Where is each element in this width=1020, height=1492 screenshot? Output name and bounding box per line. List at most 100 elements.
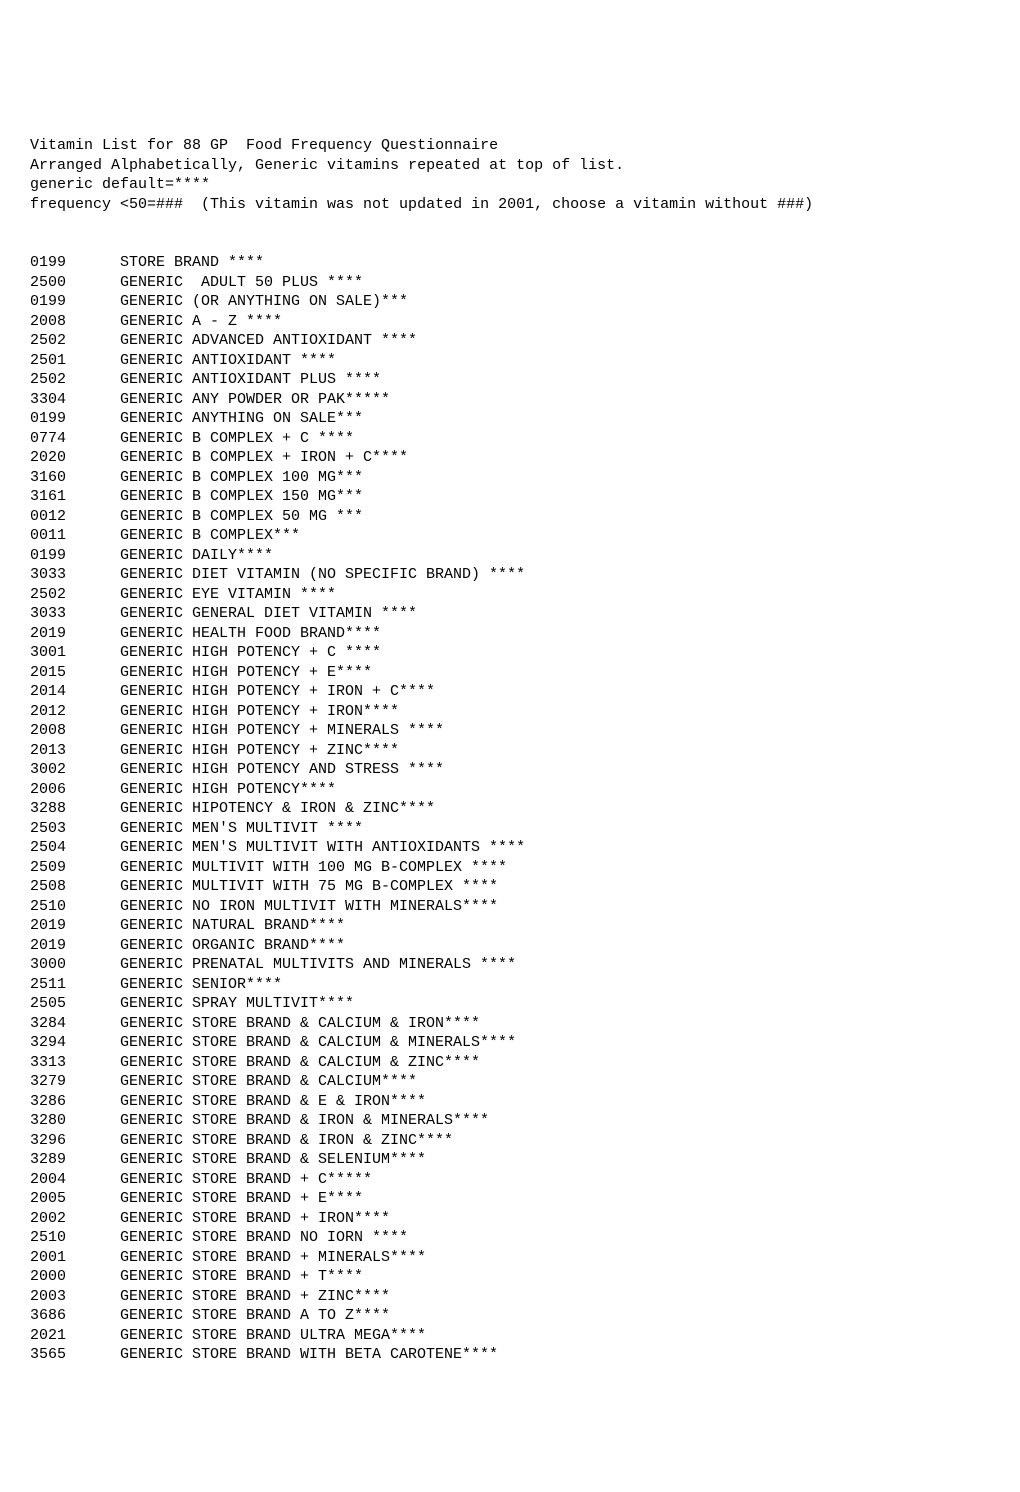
vitamin-code: 2019 — [30, 916, 120, 936]
vitamin-code: 3296 — [30, 1131, 120, 1151]
vitamin-name: GENERIC ANTIOXIDANT PLUS **** — [120, 371, 381, 388]
vitamin-code: 2502 — [30, 331, 120, 351]
vitamin-code: 3161 — [30, 487, 120, 507]
table-row: 0199STORE BRAND **** — [30, 253, 990, 273]
table-row: 3686GENERIC STORE BRAND A TO Z**** — [30, 1306, 990, 1326]
table-row: 2014GENERIC HIGH POTENCY + IRON + C**** — [30, 682, 990, 702]
vitamin-name: GENERIC STORE BRAND & CALCIUM & ZINC**** — [120, 1054, 480, 1071]
vitamin-code: 3686 — [30, 1306, 120, 1326]
vitamin-name: GENERIC B COMPLEX + IRON + C**** — [120, 449, 408, 466]
table-row: 2502GENERIC ADVANCED ANTIOXIDANT **** — [30, 331, 990, 351]
vitamin-name: GENERIC STORE BRAND + T**** — [120, 1268, 363, 1285]
table-row: 2510GENERIC NO IRON MULTIVIT WITH MINERA… — [30, 897, 990, 917]
vitamin-code: 2020 — [30, 448, 120, 468]
vitamin-name: GENERIC STORE BRAND & CALCIUM & IRON**** — [120, 1015, 480, 1032]
vitamin-name: GENERIC B COMPLEX + C **** — [120, 430, 354, 447]
vitamin-code: 2015 — [30, 663, 120, 683]
vitamin-name: GENERIC HIGH POTENCY + E**** — [120, 664, 372, 681]
vitamin-code: 2501 — [30, 351, 120, 371]
vitamin-name: STORE BRAND **** — [120, 254, 264, 271]
vitamin-name: GENERIC STORE BRAND & IRON & ZINC**** — [120, 1132, 453, 1149]
vitamin-code: 3289 — [30, 1150, 120, 1170]
vitamin-code: 3033 — [30, 604, 120, 624]
table-row: 3279GENERIC STORE BRAND & CALCIUM**** — [30, 1072, 990, 1092]
vitamin-name: GENERIC STORE BRAND NO IORN **** — [120, 1229, 408, 1246]
table-row: 2508GENERIC MULTIVIT WITH 75 MG B-COMPLE… — [30, 877, 990, 897]
vitamin-code: 3565 — [30, 1345, 120, 1365]
vitamin-code: 3294 — [30, 1033, 120, 1053]
vitamin-name: GENERIC ANYTHING ON SALE*** — [120, 410, 363, 427]
vitamin-name: GENERIC NO IRON MULTIVIT WITH MINERALS**… — [120, 898, 498, 915]
vitamin-code: 2004 — [30, 1170, 120, 1190]
vitamin-code: 3304 — [30, 390, 120, 410]
vitamin-name: GENERIC ANY POWDER OR PAK***** — [120, 391, 390, 408]
vitamin-code: 0199 — [30, 409, 120, 429]
table-row: 3161GENERIC B COMPLEX 150 MG*** — [30, 487, 990, 507]
vitamin-code: 2012 — [30, 702, 120, 722]
vitamin-code: 2005 — [30, 1189, 120, 1209]
table-row: 3286GENERIC STORE BRAND & E & IRON**** — [30, 1092, 990, 1112]
table-row: 3288GENERIC HIPOTENCY & IRON & ZINC**** — [30, 799, 990, 819]
vitamin-name: GENERIC STORE BRAND + C***** — [120, 1171, 372, 1188]
vitamin-code: 2006 — [30, 780, 120, 800]
vitamin-name: GENERIC STORE BRAND + IRON**** — [120, 1210, 390, 1227]
vitamin-name: GENERIC B COMPLEX 50 MG *** — [120, 508, 363, 525]
table-row: 0012GENERIC B COMPLEX 50 MG *** — [30, 507, 990, 527]
table-row: 0011GENERIC B COMPLEX*** — [30, 526, 990, 546]
vitamin-code: 2509 — [30, 858, 120, 878]
vitamin-code: 2008 — [30, 312, 120, 332]
vitamin-name: GENERIC ANTIOXIDANT **** — [120, 352, 336, 369]
table-row: 2001GENERIC STORE BRAND + MINERALS**** — [30, 1248, 990, 1268]
table-row: 3033GENERIC GENERAL DIET VITAMIN **** — [30, 604, 990, 624]
table-row: 3304GENERIC ANY POWDER OR PAK***** — [30, 390, 990, 410]
vitamin-code: 2000 — [30, 1267, 120, 1287]
table-row: 2003GENERIC STORE BRAND + ZINC**** — [30, 1287, 990, 1307]
table-row: 3565GENERIC STORE BRAND WITH BETA CAROTE… — [30, 1345, 990, 1365]
table-row: 3289GENERIC STORE BRAND & SELENIUM**** — [30, 1150, 990, 1170]
vitamin-code: 2013 — [30, 741, 120, 761]
vitamin-name: GENERIC ADVANCED ANTIOXIDANT **** — [120, 332, 417, 349]
vitamin-code: 0012 — [30, 507, 120, 527]
vitamin-name: GENERIC A - Z **** — [120, 313, 282, 330]
vitamin-name: GENERIC STORE BRAND ULTRA MEGA**** — [120, 1327, 426, 1344]
vitamin-name: GENERIC STORE BRAND + E**** — [120, 1190, 363, 1207]
table-row: 2501GENERIC ANTIOXIDANT **** — [30, 351, 990, 371]
table-row: 2502GENERIC EYE VITAMIN **** — [30, 585, 990, 605]
table-row: 3313GENERIC STORE BRAND & CALCIUM & ZINC… — [30, 1053, 990, 1073]
vitamin-name: GENERIC HEALTH FOOD BRAND**** — [120, 625, 381, 642]
table-row: 2008GENERIC HIGH POTENCY + MINERALS **** — [30, 721, 990, 741]
vitamin-code: 2002 — [30, 1209, 120, 1229]
vitamin-name: GENERIC EYE VITAMIN **** — [120, 586, 336, 603]
table-row: 2511GENERIC SENIOR**** — [30, 975, 990, 995]
table-row: 3033GENERIC DIET VITAMIN (NO SPECIFIC BR… — [30, 565, 990, 585]
vitamin-name: GENERIC PRENATAL MULTIVITS AND MINERALS … — [120, 956, 516, 973]
vitamin-code: 2500 — [30, 273, 120, 293]
vitamin-name: GENERIC STORE BRAND + ZINC**** — [120, 1288, 390, 1305]
vitamin-code: 0011 — [30, 526, 120, 546]
vitamin-code: 3000 — [30, 955, 120, 975]
vitamin-name: GENERIC STORE BRAND & CALCIUM & MINERALS… — [120, 1034, 516, 1051]
table-row: 3280GENERIC STORE BRAND & IRON & MINERAL… — [30, 1111, 990, 1131]
vitamin-name: GENERIC SENIOR**** — [120, 976, 282, 993]
table-row: 2503GENERIC MEN'S MULTIVIT **** — [30, 819, 990, 839]
vitamin-name: GENERIC MULTIVIT WITH 75 MG B-COMPLEX **… — [120, 878, 498, 895]
vitamin-name: GENERIC MULTIVIT WITH 100 MG B-COMPLEX *… — [120, 859, 507, 876]
vitamin-code: 3284 — [30, 1014, 120, 1034]
table-row: 0199GENERIC DAILY**** — [30, 546, 990, 566]
vitamin-code: 3002 — [30, 760, 120, 780]
table-row: 3296GENERIC STORE BRAND & IRON & ZINC***… — [30, 1131, 990, 1151]
vitamin-code: 2502 — [30, 585, 120, 605]
table-row: 2006GENERIC HIGH POTENCY**** — [30, 780, 990, 800]
vitamin-name: GENERIC STORE BRAND & SELENIUM**** — [120, 1151, 426, 1168]
table-row: 3001GENERIC HIGH POTENCY + C **** — [30, 643, 990, 663]
vitamin-code: 2019 — [30, 624, 120, 644]
header-line-3: generic default=**** — [30, 175, 990, 195]
table-row: 0199GENERIC ANYTHING ON SALE*** — [30, 409, 990, 429]
vitamin-name: GENERIC STORE BRAND & IRON & MINERALS***… — [120, 1112, 489, 1129]
vitamin-name: GENERIC DIET VITAMIN (NO SPECIFIC BRAND)… — [120, 566, 525, 583]
vitamin-code: 2001 — [30, 1248, 120, 1268]
vitamin-code: 2008 — [30, 721, 120, 741]
vitamin-name: GENERIC MEN'S MULTIVIT **** — [120, 820, 363, 837]
vitamin-name: GENERIC STORE BRAND WITH BETA CAROTENE**… — [120, 1346, 498, 1363]
table-row: 3002GENERIC HIGH POTENCY AND STRESS **** — [30, 760, 990, 780]
